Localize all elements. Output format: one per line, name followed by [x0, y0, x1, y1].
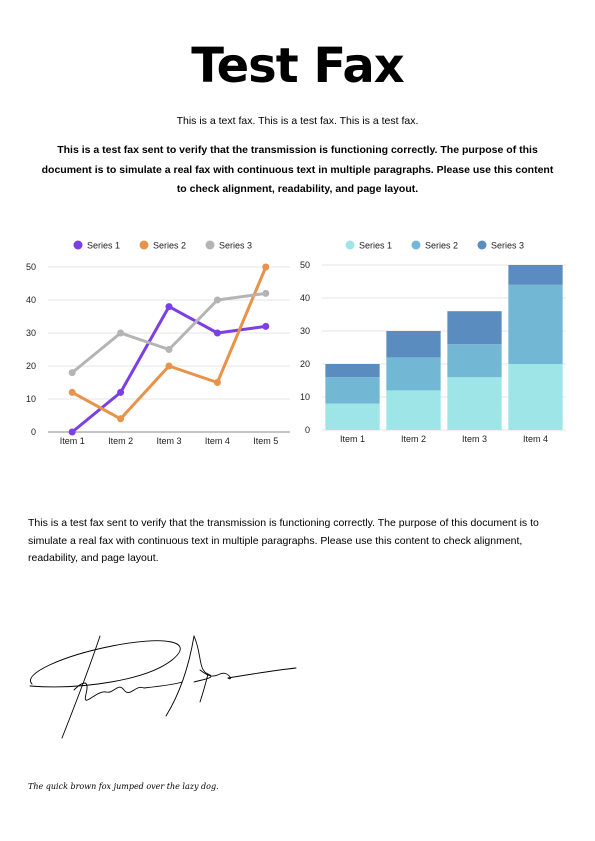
bar-segment: [508, 284, 563, 364]
data-point: [117, 388, 125, 396]
data-point: [262, 322, 270, 330]
bar-segment: [447, 311, 502, 345]
legend-marker: [139, 240, 149, 250]
series-line: [71, 266, 268, 421]
legend-marker: [73, 240, 83, 250]
line-chart: Series 1 Series 2 Series 3 0 10 20 30 40 50 Item …: [26, 232, 298, 452]
legend-label: Series 3: [219, 241, 252, 251]
bar-segment: [386, 390, 441, 430]
document-subtitle: This is a text fax. This is a test fax. …: [176, 115, 419, 127]
signature-caption: The quick brown fox jumped over the lazy…: [28, 782, 219, 791]
legend-marker: [205, 240, 215, 250]
document-title: Test Fax: [191, 38, 404, 94]
x-tick-label: Item 1: [340, 434, 365, 444]
y-tick-label: 40: [300, 293, 310, 303]
bar-segment: [386, 331, 441, 358]
x-tick-label: Item 2: [401, 434, 426, 444]
y-tick-label: 40: [26, 295, 36, 305]
y-tick-label: 10: [300, 392, 310, 402]
legend-marker: [411, 240, 421, 250]
x-tick-label: Item 3: [156, 436, 181, 446]
x-tick-label: Item 5: [253, 436, 278, 446]
y-tick-label: 20: [26, 361, 36, 371]
legend-marker: [477, 240, 487, 250]
legend-label: Series 2: [153, 241, 186, 251]
line-chart-svg: Series 1 Series 2 Series 3 0 10 20 30 40 50 Item …: [26, 240, 290, 446]
data-point: [68, 388, 76, 396]
legend-label: Series 1: [359, 241, 392, 251]
signature: [22, 630, 312, 750]
data-point: [165, 362, 173, 370]
data-point: [117, 329, 125, 337]
data-point: [262, 263, 270, 271]
bar-segment: [325, 377, 380, 404]
y-tick-label: 0: [305, 425, 310, 435]
bar-segment: [447, 377, 502, 430]
y-tick-label: 20: [300, 359, 310, 369]
data-point: [213, 296, 221, 304]
legend-label: Series 1: [87, 241, 120, 251]
legend-label: Series 3: [491, 241, 524, 251]
bar-segment: [325, 364, 380, 378]
bar-segment: [508, 364, 563, 430]
bar-chart-svg: Series 1 Series 2 Series 3 0 10 20 30 40 50 Item …: [300, 240, 566, 444]
data-point: [117, 415, 125, 423]
y-tick-label: 0: [31, 427, 36, 437]
x-tick-label: Item 1: [60, 436, 85, 446]
bar-segment: [447, 344, 502, 378]
data-point: [262, 289, 270, 297]
legend-marker: [345, 240, 355, 250]
stacked-bar-chart: Series 1 Series 2 Series 3 0 10 20 30 40 50 Item …: [300, 232, 570, 452]
y-tick-label: 30: [300, 326, 310, 336]
data-point: [213, 329, 221, 337]
x-tick-label: Item 4: [205, 436, 230, 446]
data-point: [68, 428, 76, 436]
bar-segment: [386, 357, 441, 391]
data-point: [165, 303, 173, 311]
y-tick-label: 50: [26, 262, 36, 272]
y-tick-label: 10: [26, 394, 36, 404]
data-point: [213, 379, 221, 386]
body-paragraph: This is a test fax sent to verify that t…: [28, 517, 539, 564]
x-tick-label: Item 3: [462, 434, 487, 444]
data-point: [68, 369, 76, 377]
signature-drawing: [29, 635, 297, 739]
y-tick-label: 50: [300, 260, 310, 270]
bold-paragraph: This is a test fax sent to verify that t…: [41, 144, 554, 195]
x-tick-label: Item 4: [523, 434, 548, 444]
legend-label: Series 2: [425, 241, 458, 251]
bar-segment: [325, 403, 380, 430]
x-tick-label: Item 2: [108, 436, 133, 446]
y-tick-label: 30: [26, 328, 36, 338]
data-point: [165, 346, 173, 353]
bar-segment: [508, 265, 563, 285]
